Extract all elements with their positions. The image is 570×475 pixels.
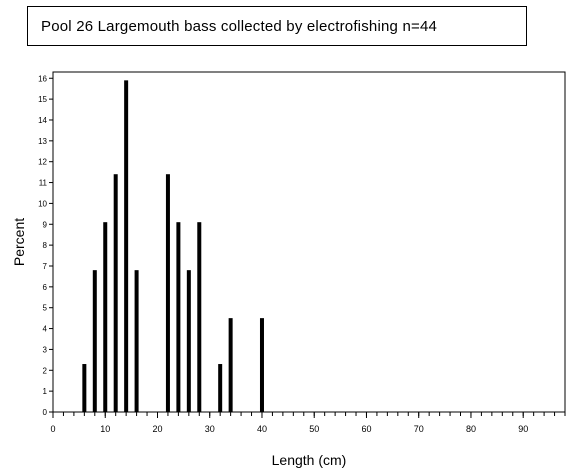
- x-tick-label: 0: [50, 424, 55, 434]
- y-tick-label: 6: [43, 283, 48, 292]
- x-tick-label: 10: [100, 424, 110, 434]
- bar: [134, 270, 139, 412]
- y-tick-label: 4: [43, 325, 48, 334]
- bar: [186, 270, 191, 412]
- x-tick-label: 20: [152, 424, 162, 434]
- bar: [92, 270, 97, 412]
- y-tick-label: 15: [38, 95, 47, 104]
- bar: [259, 318, 264, 412]
- x-tick-label: 60: [361, 424, 371, 434]
- bar: [124, 80, 129, 412]
- chart-title: Pool 26 Largemouth bass collected by ele…: [41, 18, 438, 35]
- x-tick-label: 30: [205, 424, 215, 434]
- y-tick-label: 10: [38, 199, 47, 208]
- y-tick-label: 5: [43, 304, 48, 313]
- bar: [113, 174, 118, 412]
- y-tick-label: 1: [43, 387, 48, 396]
- y-tick-label: 13: [38, 137, 47, 146]
- y-tick-label: 8: [43, 241, 48, 250]
- bar: [197, 222, 202, 412]
- x-tick-label: 80: [466, 424, 476, 434]
- y-tick-label: 12: [38, 158, 47, 167]
- y-tick-label: 11: [39, 179, 48, 188]
- bar: [103, 222, 108, 412]
- y-tick-label: 3: [43, 345, 48, 354]
- y-tick-label: 14: [38, 116, 47, 125]
- plot-frame: [52, 71, 566, 413]
- y-tick-label: 16: [38, 74, 47, 83]
- y-tick-label: 7: [43, 262, 48, 271]
- y-tick-label: 0: [43, 408, 48, 417]
- y-tick-label: 2: [43, 366, 48, 375]
- x-tick-label: 70: [414, 424, 424, 434]
- y-axis-label: Percent: [11, 218, 27, 266]
- x-axis-label: Length (cm): [272, 452, 347, 468]
- x-tick-label: 50: [309, 424, 319, 434]
- x-tick-label: 90: [518, 424, 528, 434]
- bar: [176, 222, 181, 412]
- chart-title-box: Pool 26 Largemouth bass collected by ele…: [27, 6, 527, 46]
- bar: [165, 174, 170, 412]
- y-tick-label: 9: [43, 220, 48, 229]
- bar: [228, 318, 233, 412]
- x-tick-label: 40: [257, 424, 267, 434]
- bar: [218, 364, 223, 412]
- bar: [82, 364, 87, 412]
